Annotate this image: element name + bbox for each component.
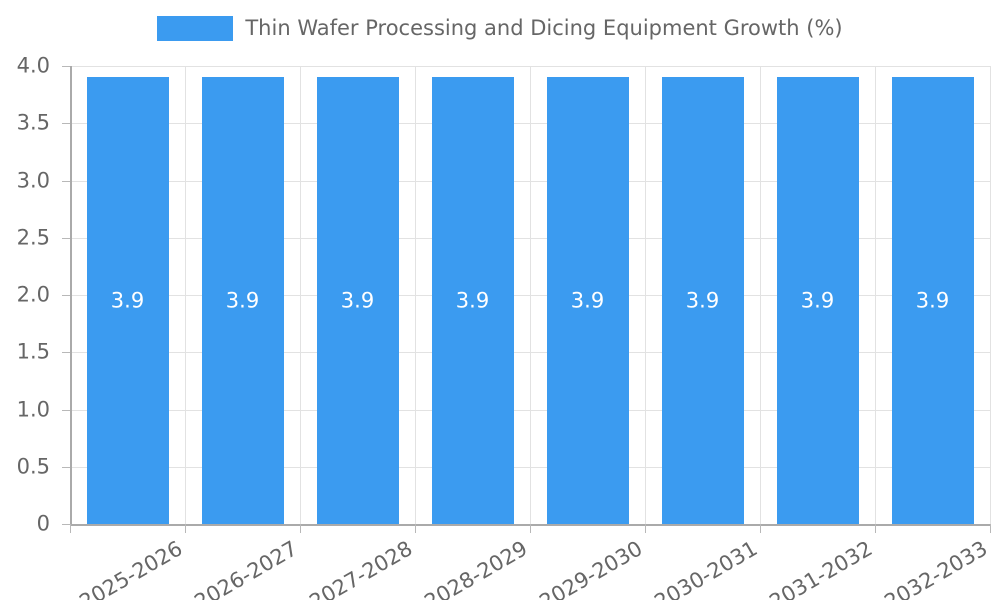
bar-value-label: 3.9 xyxy=(110,288,145,313)
y-axis-tick-label: 0 xyxy=(36,511,50,536)
bar-value-label: 3.9 xyxy=(455,288,490,313)
bar-value-label: 3.9 xyxy=(340,288,375,313)
bar[interactable]: 3.9 xyxy=(201,77,284,524)
y-axis-tick-mark xyxy=(62,295,70,296)
y-axis-tick-label: 1.0 xyxy=(16,397,50,421)
bar[interactable]: 3.9 xyxy=(661,77,744,524)
x-axis-tick-label: 2027-2028 xyxy=(305,536,417,600)
x-axis-tick-label: 2029-2030 xyxy=(535,536,647,600)
x-axis-tick-label: 2032-2033 xyxy=(880,536,992,600)
legend-color-swatch xyxy=(157,15,234,41)
bar-value-label: 3.9 xyxy=(225,288,260,313)
y-axis-tick-mark xyxy=(62,352,70,354)
legend-item[interactable]: Thin Wafer Processing and Dicing Equipme… xyxy=(157,15,843,41)
chart-legend: Thin Wafer Processing and Dicing Equipme… xyxy=(0,0,1000,56)
bar-slot: 3.9 xyxy=(300,66,415,524)
bar-slot: 3.9 xyxy=(415,66,530,524)
bar[interactable]: 3.9 xyxy=(546,77,629,524)
bar-slot: 3.9 xyxy=(875,66,990,524)
bar[interactable]: 3.9 xyxy=(86,77,169,524)
x-axis-tick-mark xyxy=(990,524,991,533)
x-axis-tick-label: 2025-2026 xyxy=(75,536,187,600)
bar-value-label: 3.9 xyxy=(915,288,950,313)
bar-value-label: 3.9 xyxy=(570,288,605,313)
x-axis-tick-label: 2031-2032 xyxy=(765,536,877,600)
x-axis-line xyxy=(70,524,990,526)
y-axis-tick-mark xyxy=(62,123,70,125)
bar[interactable]: 3.9 xyxy=(891,77,974,524)
y-axis-ticks: 0 0.5 1.0 1.5 2.0 2.5 3.0 3.5 4.0 xyxy=(0,0,70,600)
y-axis-tick-label: 0.5 xyxy=(16,454,50,479)
bar-slot: 3.9 xyxy=(760,66,875,524)
x-axis-ticks: 2025-2026 2026-2027 2027-2028 2028-2029 2029… xyxy=(0,524,1000,600)
plot-area: 3.9 3.9 3.9 3.9 3.9 3.9 3.9 3.9 xyxy=(70,66,991,525)
y-axis-tick-label: 4.0 xyxy=(16,53,50,78)
gridline-vertical xyxy=(990,66,991,524)
x-axis-tick-label: 2026-2027 xyxy=(190,536,302,600)
bar-slot: 3.9 xyxy=(645,66,760,524)
bar-value-label: 3.9 xyxy=(685,288,720,313)
bar[interactable]: 3.9 xyxy=(431,77,514,524)
x-axis-tick-label: 2030-2031 xyxy=(650,536,762,600)
x-axis-tick-label: 2028-2029 xyxy=(420,536,532,600)
y-axis-tick-label: 2.5 xyxy=(16,225,50,250)
y-axis-tick-mark xyxy=(62,524,70,525)
bar-slot: 3.9 xyxy=(530,66,645,524)
bar-slot: 3.9 xyxy=(70,66,185,524)
y-axis-tick-mark xyxy=(62,66,70,67)
y-axis-line xyxy=(70,66,72,525)
bar-value-label: 3.9 xyxy=(800,288,835,313)
bar-series: 3.9 3.9 3.9 3.9 3.9 3.9 3.9 3.9 xyxy=(70,66,990,524)
y-axis-tick-label: 3.5 xyxy=(16,110,50,135)
y-axis-tick-label: 2.0 xyxy=(16,282,50,307)
y-axis-tick-mark xyxy=(62,180,70,182)
bar[interactable]: 3.9 xyxy=(316,77,399,524)
bar[interactable]: 3.9 xyxy=(776,77,859,524)
y-axis-tick-label: 3.0 xyxy=(16,168,50,192)
y-axis-tick-mark xyxy=(62,466,70,468)
y-axis-tick-label: 1.5 xyxy=(16,339,50,364)
legend-label: Thin Wafer Processing and Dicing Equipme… xyxy=(245,15,843,40)
bar-slot: 3.9 xyxy=(185,66,300,524)
y-axis-tick-mark xyxy=(62,237,70,239)
y-axis-tick-mark xyxy=(62,409,70,411)
